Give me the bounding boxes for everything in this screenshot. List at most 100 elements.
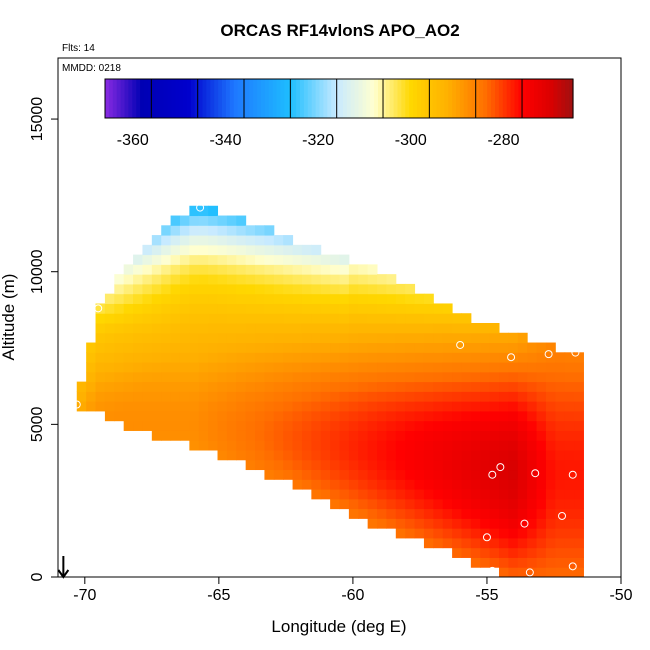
heatmap-cell: [198, 313, 209, 324]
heatmap-cell: [358, 401, 369, 412]
heatmap-cell: [405, 352, 416, 363]
heatmap-cell: [198, 235, 209, 246]
heatmap-cell: [423, 293, 434, 304]
heatmap-cell: [555, 489, 566, 500]
heatmap-cell: [527, 508, 538, 519]
heatmap-cell: [245, 244, 256, 256]
heatmap-cell: [348, 362, 359, 373]
heatmap-cell: [564, 459, 575, 471]
heatmap-cell: [405, 479, 416, 490]
heatmap-cell: [292, 381, 303, 392]
heatmap-cell: [142, 293, 153, 304]
heatmap-cell: [95, 303, 106, 314]
heatmap-cell: [95, 381, 106, 392]
heatmap-cell: [423, 498, 434, 510]
heatmap-cell: [330, 313, 340, 324]
heatmap-cell: [405, 332, 416, 344]
heatmap-cell: [283, 362, 294, 373]
heatmap-cell: [555, 469, 566, 480]
heatmap-cell: [508, 557, 519, 568]
heatmap-cell: [377, 283, 387, 295]
heatmap-cell: [358, 469, 369, 480]
colorbar-segment: [323, 79, 328, 118]
heatmap-cell: [283, 235, 294, 246]
heatmap-cell: [179, 274, 190, 285]
heatmap-cell: [226, 342, 237, 353]
heatmap-cell: [470, 410, 481, 422]
heatmap-cell: [236, 215, 247, 226]
heatmap-cell: [348, 410, 359, 422]
heatmap-cell: [151, 274, 162, 285]
arrow-marker: [57, 556, 70, 579]
heatmap-cell: [161, 225, 172, 236]
heatmap-cell: [236, 332, 247, 344]
heatmap-cell: [292, 440, 303, 451]
heatmap-cell: [123, 332, 134, 344]
heatmap-cell: [245, 283, 256, 295]
heatmap-cell: [320, 401, 331, 412]
heatmap-cell: [226, 274, 237, 285]
heatmap-cell: [489, 508, 500, 519]
heatmap-cell: [226, 254, 237, 265]
heatmap-cell: [386, 371, 397, 383]
heatmap-cell: [555, 479, 566, 490]
heatmap-cell: [245, 322, 256, 334]
heatmap-cell: [405, 449, 416, 461]
heatmap-cell: [161, 332, 172, 344]
heatmap-cell: [499, 518, 509, 529]
heatmap-cell: [555, 401, 566, 412]
heatmap-cell: [142, 254, 153, 265]
heatmap-cell: [123, 293, 134, 304]
heatmap-cell: [480, 537, 491, 549]
heatmap-cell: [358, 430, 369, 441]
heatmap-cell: [470, 322, 481, 334]
heatmap-cell: [236, 430, 247, 441]
heatmap-cell: [545, 420, 556, 431]
heatmap-cell: [489, 547, 500, 558]
flight-point: [72, 400, 81, 409]
colorbar-segment: [339, 79, 344, 118]
heatmap-cell: [339, 352, 350, 363]
heatmap-cell: [226, 264, 237, 275]
heatmap-cell: [283, 254, 294, 265]
x-tick-label: -55: [475, 587, 498, 604]
heatmap-cell: [423, 479, 434, 490]
heatmap-cell: [283, 449, 294, 461]
colorbar-segment: [268, 79, 274, 118]
heatmap-cell: [470, 401, 481, 412]
heatmap-cell: [545, 547, 556, 558]
heatmap-cell: [292, 293, 303, 304]
colorbar-segment: [105, 79, 110, 118]
heatmap-cell: [104, 313, 115, 324]
heatmap-cell: [461, 420, 472, 431]
colorbar-segment: [432, 79, 438, 118]
colorbar-segment: [136, 79, 141, 118]
heatmap-cell: [461, 469, 472, 480]
colorbar-segment: [471, 79, 477, 118]
heatmap-cell: [208, 244, 219, 256]
heatmap-cell: [236, 449, 247, 461]
heatmap-cell: [480, 459, 491, 471]
heatmap-cell: [545, 479, 556, 490]
heatmap-cell: [536, 352, 547, 363]
heatmap-cell: [283, 293, 294, 304]
heatmap-cell: [461, 391, 472, 402]
heatmap-cell: [161, 235, 172, 246]
heatmap-cell: [433, 391, 444, 402]
flight-points: [72, 203, 580, 577]
heatmap-cell: [311, 264, 322, 275]
heatmap-cell: [264, 332, 275, 344]
heatmap-cell: [470, 381, 481, 392]
heatmap-cell: [442, 479, 453, 490]
heatmap-cell: [574, 508, 584, 519]
heatmap-cell: [226, 410, 237, 422]
heatmap-cell: [133, 352, 143, 363]
colorbar-segment: [155, 79, 161, 118]
colorbar-segment: [179, 79, 184, 118]
heatmap-cell: [217, 362, 228, 373]
heatmap-cell: [95, 342, 106, 353]
heatmap-cell: [480, 352, 491, 363]
heatmap-cell: [442, 430, 453, 441]
colorbar-segment: [272, 79, 278, 118]
heatmap-cell: [95, 371, 106, 383]
